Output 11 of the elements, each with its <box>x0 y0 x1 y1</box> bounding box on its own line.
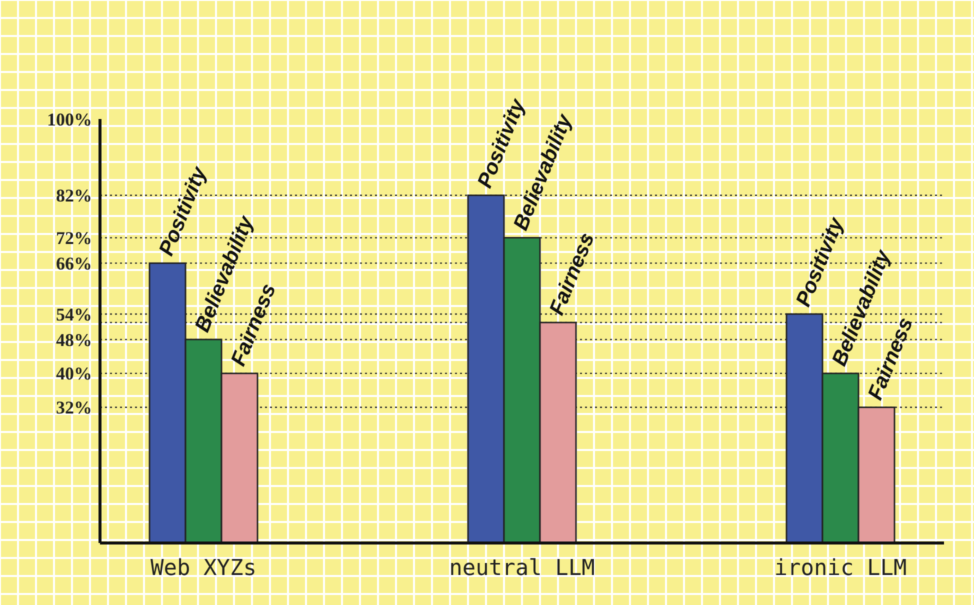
y-tick-label: 72% <box>56 228 92 248</box>
y-tick-label: 40% <box>56 364 92 384</box>
y-tick-label: 66% <box>56 253 92 274</box>
x-tick-label: Web XYZs <box>150 556 256 581</box>
x-tick-label: neutral LLM <box>449 556 595 581</box>
y-tick-label: 82% <box>56 186 92 206</box>
x-tick-label: ironic LLM <box>774 556 907 581</box>
y-tick-label: 32% <box>56 398 92 418</box>
y-tick-label: 54% <box>56 304 92 324</box>
y-tick-label: 100% <box>47 109 92 130</box>
y-tick-label: 48% <box>56 330 92 350</box>
